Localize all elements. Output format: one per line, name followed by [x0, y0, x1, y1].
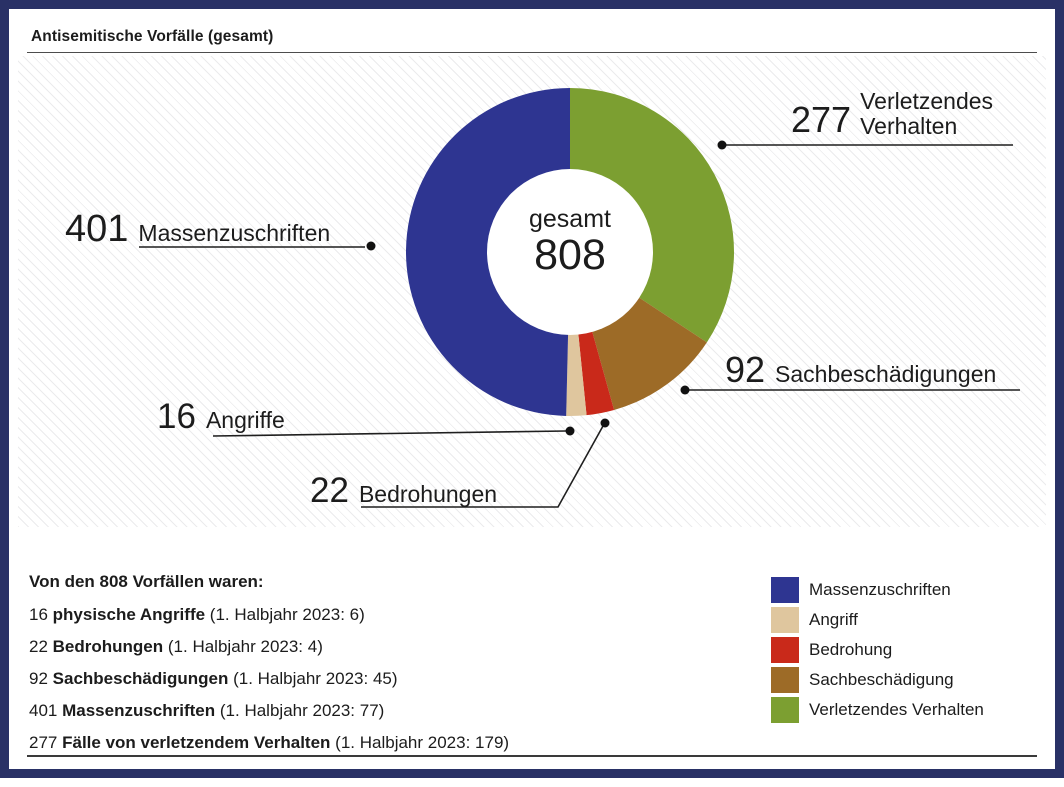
- legend-swatch-angriff: [771, 607, 799, 633]
- legend-swatch-verletzendes-verhalten: [771, 697, 799, 723]
- callout-verletzendes-line1: Verletzendes: [860, 88, 994, 114]
- callout-bedrohungen: 22 Bedrohungen: [310, 473, 497, 508]
- callout-massenzuschriften: 401 Massenzuschriften: [65, 210, 330, 248]
- legend-label-verletzendes-verhalten: Verletzendes Verhalten: [809, 700, 984, 719]
- footer-line-verletzendes-verhalten: 277 Fälle von verletzendem Verhalten (1.…: [29, 733, 509, 753]
- callout-massenzuschriften-value: 401: [65, 208, 129, 250]
- footer-line-4-category: Fälle von verletzendem Verhalten: [62, 733, 331, 752]
- callout-dot-massenzuschriften: [366, 241, 376, 251]
- footer-line-4-note: (1. Halbjahr 2023: 179): [335, 733, 510, 752]
- legend-label-bedrohung: Bedrohung: [809, 640, 893, 659]
- title-divider: [27, 52, 1037, 53]
- donut-hole: [487, 169, 653, 335]
- footer-heading: Von den 808 Vorfällen waren:: [29, 572, 264, 591]
- donut-chart-canvas: [139, 88, 1020, 508]
- callout-bedrohungen-label: Bedrohungen: [358, 481, 498, 507]
- callout-dot-sachbeschaedigungen: [680, 385, 690, 395]
- callout-bedrohungen-value: 22: [310, 471, 349, 510]
- footer-line-2-category: Sachbeschädigungen: [52, 669, 229, 688]
- callout-dot-bedrohungen: [600, 418, 610, 428]
- legend-item-bedrohung: Bedrohung: [771, 637, 984, 663]
- legend: Massenzuschriften Angriff Bedrohung Sach…: [771, 577, 984, 727]
- footer-line-1-category: Bedrohungen: [52, 637, 164, 656]
- callout-sachbeschaedigungen-value: 92: [725, 349, 766, 390]
- callout-line-bedrohungen: [361, 425, 604, 508]
- center-value: 808: [534, 231, 606, 279]
- callout-dot-angriffe: [565, 426, 575, 436]
- callout-verletzendes-verhalten-value: 277: [791, 99, 852, 140]
- callout-angriffe-label: Angriffe: [205, 407, 285, 433]
- footer-line-1-note: (1. Halbjahr 2023: 4): [167, 637, 323, 656]
- callout-line-angriffe: [212, 430, 567, 437]
- footer-line-0-category: physische Angriffe: [52, 605, 206, 624]
- footer-line-sachbeschaedigungen: 92 Sachbeschädigungen (1. Halbjahr 2023:…: [29, 669, 398, 689]
- footer-line-0-value: 16: [29, 605, 48, 624]
- footer-line-2-note: (1. Halbjahr 2023: 45): [233, 669, 398, 688]
- legend-item-angriff: Angriff: [771, 607, 984, 633]
- footer-line-4-value: 277: [29, 733, 58, 752]
- legend-item-verletzendes-verhalten: Verletzendes Verhalten: [771, 697, 984, 723]
- donut-center-label: gesamt 808: [450, 205, 690, 279]
- legend-swatch-sachbeschaedigung: [771, 667, 799, 693]
- footer-line-3-value: 401: [29, 701, 58, 720]
- footer-line-0-note: (1. Halbjahr 2023: 6): [209, 605, 365, 624]
- footer-line-bedrohungen: 22 Bedrohungen (1. Halbjahr 2023: 4): [29, 637, 323, 657]
- footer-line-angriffe: 16 physische Angriffe (1. Halbjahr 2023:…: [29, 605, 365, 625]
- callout-verletzendes-verhalten-label: Verletzendes Verhalten: [860, 89, 993, 139]
- center-label: gesamt: [529, 205, 611, 233]
- callout-sachbeschaedigungen-label: Sachbeschädigungen: [775, 361, 997, 387]
- legend-item-sachbeschaedigung: Sachbeschädigung: [771, 667, 984, 693]
- callout-angriffe: 16 Angriffe: [157, 399, 285, 434]
- bottom-divider: [27, 755, 1037, 757]
- callout-massenzuschriften-label: Massenzuschriften: [138, 220, 331, 246]
- legend-label-sachbeschaedigung: Sachbeschädigung: [809, 670, 954, 689]
- legend-swatch-bedrohung: [771, 637, 799, 663]
- footer-line-1-value: 22: [29, 637, 48, 656]
- legend-label-angriff: Angriff: [809, 610, 858, 629]
- legend-item-massenzuschriften: Massenzuschriften: [771, 577, 984, 603]
- callout-verletzendes-line2: Verhalten: [860, 113, 958, 139]
- footer-line-2-value: 92: [29, 669, 48, 688]
- callout-angriffe-value: 16: [157, 397, 196, 436]
- footer-line-3-category: Massenzuschriften: [62, 701, 216, 720]
- callout-dot-verletzendes-verhalten: [717, 140, 727, 150]
- legend-swatch-massenzuschriften: [771, 577, 799, 603]
- callout-verletzendes-verhalten: 277 Verletzendes Verhalten: [791, 89, 993, 139]
- page-title: Antisemitische Vorfälle (gesamt): [31, 28, 274, 45]
- legend-label-massenzuschriften: Massenzuschriften: [809, 580, 951, 599]
- footer-line-3-note: (1. Halbjahr 2023: 77): [219, 701, 385, 720]
- footer-line-massenzuschriften: 401 Massenzuschriften (1. Halbjahr 2023:…: [29, 701, 384, 721]
- callout-sachbeschaedigungen: 92 Sachbeschädigungen: [725, 352, 996, 388]
